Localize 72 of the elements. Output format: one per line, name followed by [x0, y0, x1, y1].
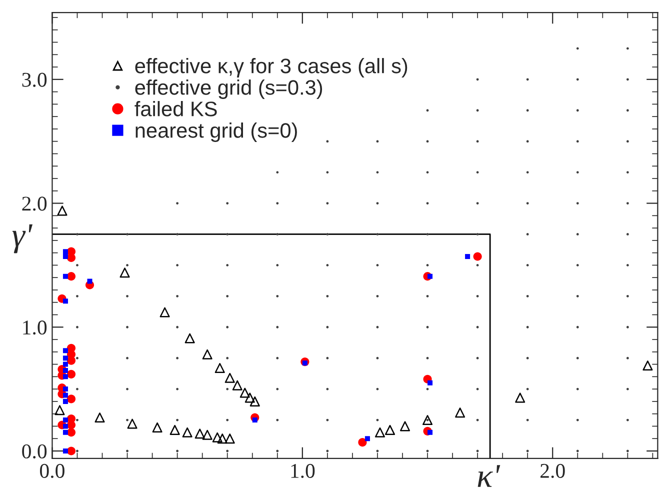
point — [62, 398, 68, 404]
point — [400, 421, 410, 432]
y-tick-label: 3.0 — [22, 72, 47, 87]
point — [62, 424, 68, 429]
point — [152, 422, 162, 432]
point — [62, 356, 68, 361]
x-tick-label: 2.0 — [540, 464, 565, 478]
point — [120, 268, 130, 278]
point — [54, 405, 65, 416]
point — [94, 412, 105, 423]
point — [87, 278, 92, 284]
point — [358, 438, 367, 447]
point — [455, 408, 466, 418]
point — [364, 436, 370, 442]
point — [62, 368, 68, 373]
point — [62, 386, 68, 392]
point — [66, 370, 76, 378]
point — [465, 254, 470, 260]
point — [194, 428, 205, 439]
point — [422, 415, 433, 426]
y-tick-label: 2.0 — [22, 196, 47, 211]
point — [240, 388, 250, 398]
point — [473, 252, 482, 261]
x-tick-label: 1.0 — [291, 464, 315, 478]
point — [202, 430, 212, 440]
point — [212, 432, 222, 442]
y-tick-label: 0.0 — [22, 444, 47, 459]
point — [62, 348, 68, 354]
point — [182, 427, 192, 438]
point — [62, 298, 68, 304]
y-tick-label: 1.0 — [23, 320, 47, 335]
point — [428, 274, 433, 279]
point — [62, 448, 68, 454]
point — [224, 434, 235, 444]
point — [66, 356, 76, 365]
point — [428, 380, 433, 386]
point — [184, 333, 195, 344]
point — [66, 394, 76, 404]
point — [57, 206, 68, 216]
point — [127, 418, 138, 429]
point — [515, 392, 526, 403]
point — [62, 254, 68, 260]
point — [62, 418, 68, 423]
point — [224, 372, 235, 383]
point — [384, 424, 395, 435]
point — [62, 374, 68, 380]
y-axis-title: γ' — [12, 224, 33, 254]
legend-label: effective κ,γ for 3 cases (all s) — [135, 58, 408, 78]
point — [232, 380, 242, 390]
point — [66, 272, 76, 281]
point — [202, 349, 212, 360]
point — [170, 424, 180, 435]
point — [244, 392, 255, 403]
point — [62, 362, 68, 367]
point — [66, 446, 76, 456]
point — [217, 434, 228, 444]
legend-label: effective grid (s=0.3) — [135, 80, 322, 99]
point — [62, 392, 68, 398]
point — [160, 307, 170, 318]
point — [62, 249, 68, 254]
point — [66, 428, 76, 437]
point — [62, 274, 68, 279]
point — [250, 396, 260, 406]
legend-label: failed KS — [134, 101, 217, 116]
point — [642, 360, 653, 371]
x-tick-label: 0.0 — [40, 464, 64, 478]
point — [252, 418, 258, 423]
point — [374, 427, 385, 438]
point — [214, 362, 225, 374]
legend-label: nearest grid (s=0) — [136, 122, 297, 142]
point — [62, 430, 68, 435]
x-axis-title: κ' — [478, 465, 500, 487]
